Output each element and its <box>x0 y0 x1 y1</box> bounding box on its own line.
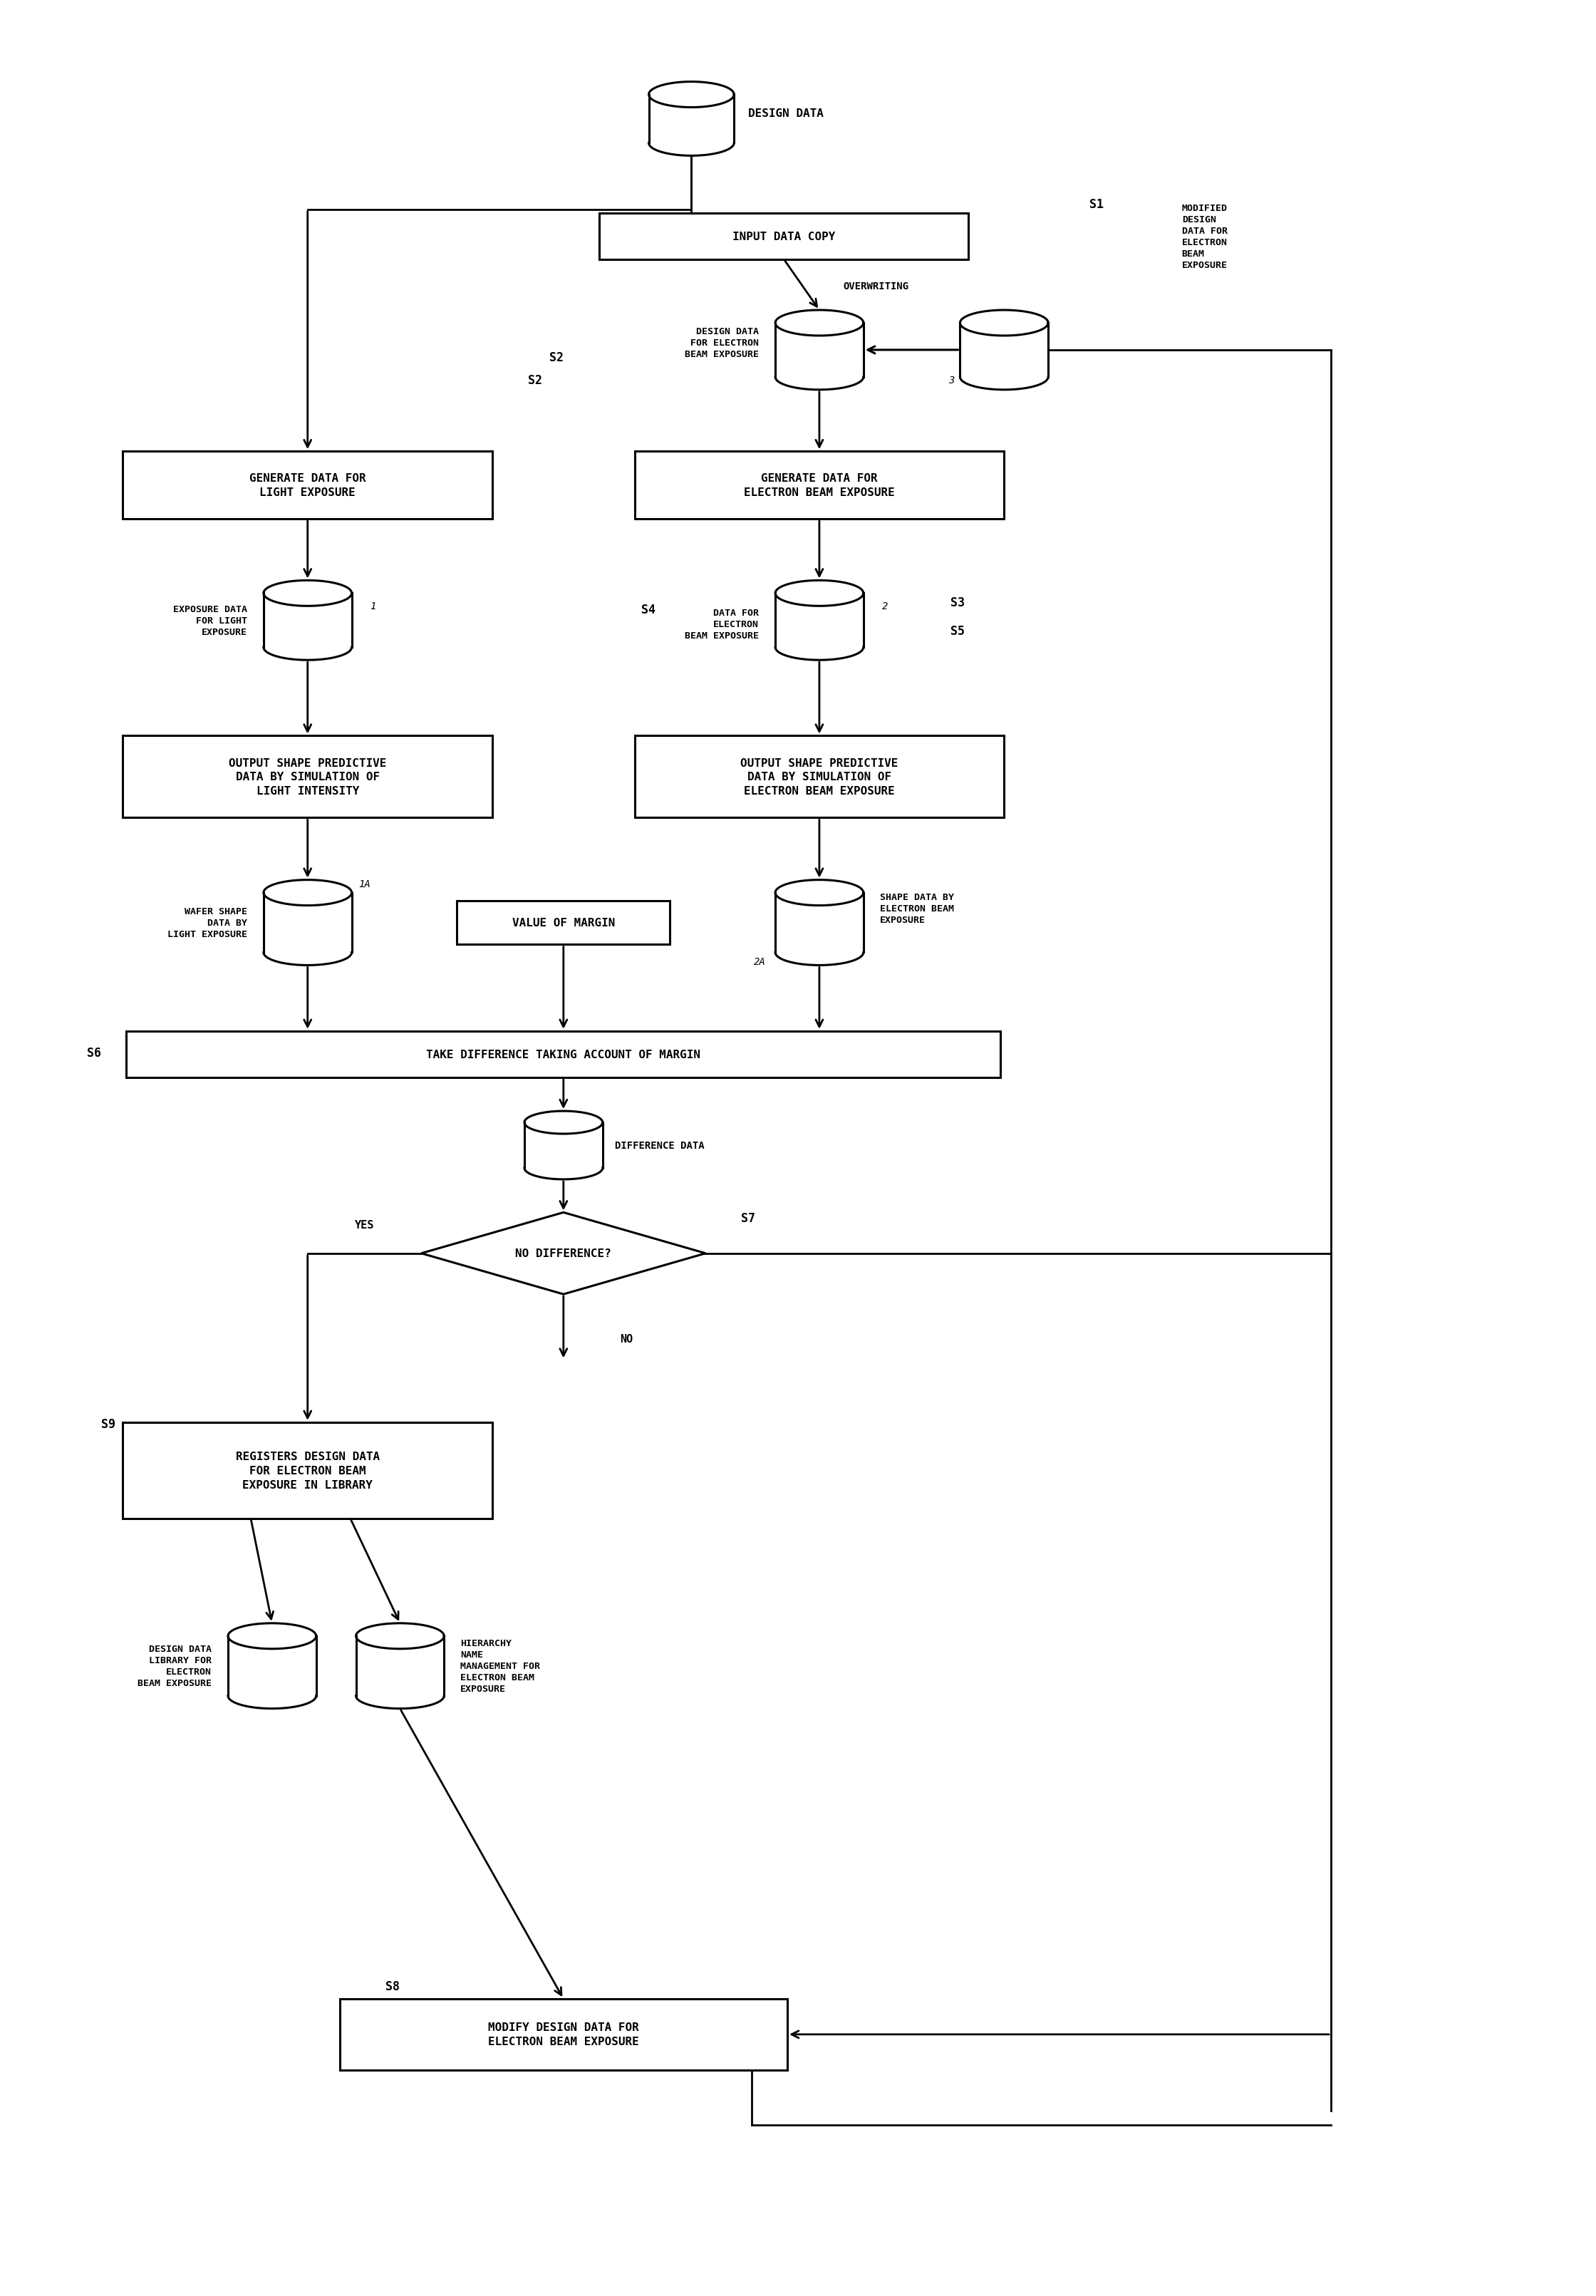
Text: MODIFY DESIGN DATA FOR
ELECTRON BEAM EXPOSURE: MODIFY DESIGN DATA FOR ELECTRON BEAM EXP… <box>488 2023 638 2046</box>
Bar <box>123 737 493 817</box>
Text: DATA FOR
ELECTRON
BEAM EXPOSURE: DATA FOR ELECTRON BEAM EXPOSURE <box>685 608 760 641</box>
Text: DESIGN DATA: DESIGN DATA <box>749 108 824 119</box>
Text: SHAPE DATA BY
ELECTRON BEAM
EXPOSURE: SHAPE DATA BY ELECTRON BEAM EXPOSURE <box>879 893 954 925</box>
Text: 1A: 1A <box>359 879 370 889</box>
Text: WAFER SHAPE
DATA BY
LIGHT EXPOSURE: WAFER SHAPE DATA BY LIGHT EXPOSURE <box>168 907 247 939</box>
Text: TAKE DIFFERENCE TAKING ACCOUNT OF MARGIN: TAKE DIFFERENCE TAKING ACCOUNT OF MARGIN <box>426 1049 701 1061</box>
Bar <box>123 1424 493 1518</box>
Polygon shape <box>356 1623 444 1708</box>
Bar <box>340 2000 787 2071</box>
Polygon shape <box>263 879 351 967</box>
Text: MODIFIED
DESIGN
DATA FOR
ELECTRON
BEAM
EXPOSURE: MODIFIED DESIGN DATA FOR ELECTRON BEAM E… <box>1181 204 1227 271</box>
Text: DIFFERENCE DATA: DIFFERENCE DATA <box>614 1141 704 1150</box>
Text: VALUE OF MARGIN: VALUE OF MARGIN <box>512 918 614 928</box>
Bar <box>126 1031 1001 1077</box>
Text: S2: S2 <box>549 351 563 365</box>
Bar <box>598 214 969 259</box>
Text: S3: S3 <box>951 597 966 608</box>
Text: YES: YES <box>354 1219 373 1231</box>
Text: S2: S2 <box>528 374 543 386</box>
Text: OUTPUT SHAPE PREDICTIVE
DATA BY SIMULATION OF
ELECTRON BEAM EXPOSURE: OUTPUT SHAPE PREDICTIVE DATA BY SIMULATI… <box>741 758 899 797</box>
Polygon shape <box>776 310 863 390</box>
Text: GENERATE DATA FOR
LIGHT EXPOSURE: GENERATE DATA FOR LIGHT EXPOSURE <box>249 473 365 498</box>
Text: S5: S5 <box>951 625 966 638</box>
Text: HIERARCHY
NAME
MANAGEMENT FOR
ELECTRON BEAM
EXPOSURE: HIERARCHY NAME MANAGEMENT FOR ELECTRON B… <box>460 1639 539 1694</box>
Bar <box>635 452 1004 519</box>
Text: S6: S6 <box>88 1047 102 1058</box>
Text: 3: 3 <box>948 374 954 386</box>
Text: OUTPUT SHAPE PREDICTIVE
DATA BY SIMULATION OF
LIGHT INTENSITY: OUTPUT SHAPE PREDICTIVE DATA BY SIMULATI… <box>228 758 386 797</box>
Text: NO: NO <box>621 1334 634 1343</box>
Text: S7: S7 <box>741 1212 755 1224</box>
Bar <box>456 900 670 946</box>
Text: S1: S1 <box>1090 197 1104 211</box>
Text: DESIGN DATA
LIBRARY FOR
ELECTRON
BEAM EXPOSURE: DESIGN DATA LIBRARY FOR ELECTRON BEAM EX… <box>137 1644 212 1688</box>
Bar <box>635 737 1004 817</box>
Polygon shape <box>228 1623 316 1708</box>
Text: DESIGN DATA
FOR ELECTRON
BEAM EXPOSURE: DESIGN DATA FOR ELECTRON BEAM EXPOSURE <box>685 328 760 360</box>
Text: REGISTERS DESIGN DATA
FOR ELECTRON BEAM
EXPOSURE IN LIBRARY: REGISTERS DESIGN DATA FOR ELECTRON BEAM … <box>236 1451 380 1490</box>
Text: INPUT DATA COPY: INPUT DATA COPY <box>733 232 835 241</box>
Polygon shape <box>961 310 1049 390</box>
Bar <box>123 452 493 519</box>
Text: GENERATE DATA FOR
ELECTRON BEAM EXPOSURE: GENERATE DATA FOR ELECTRON BEAM EXPOSURE <box>744 473 895 498</box>
Text: EXPOSURE DATA
FOR LIGHT
EXPOSURE: EXPOSURE DATA FOR LIGHT EXPOSURE <box>172 604 247 636</box>
Text: OVERWRITING: OVERWRITING <box>843 282 910 292</box>
Polygon shape <box>263 581 351 661</box>
Polygon shape <box>776 581 863 661</box>
Polygon shape <box>648 83 734 156</box>
Polygon shape <box>776 879 863 967</box>
Text: 2: 2 <box>883 602 887 611</box>
Text: 1: 1 <box>370 602 377 611</box>
Text: 2A: 2A <box>753 957 766 967</box>
Polygon shape <box>525 1111 603 1180</box>
Text: S8: S8 <box>386 1979 401 1993</box>
Text: S9: S9 <box>102 1419 117 1430</box>
Text: NO DIFFERENCE?: NO DIFFERENCE? <box>516 1249 611 1258</box>
Text: S4: S4 <box>642 604 656 615</box>
Polygon shape <box>421 1212 705 1295</box>
